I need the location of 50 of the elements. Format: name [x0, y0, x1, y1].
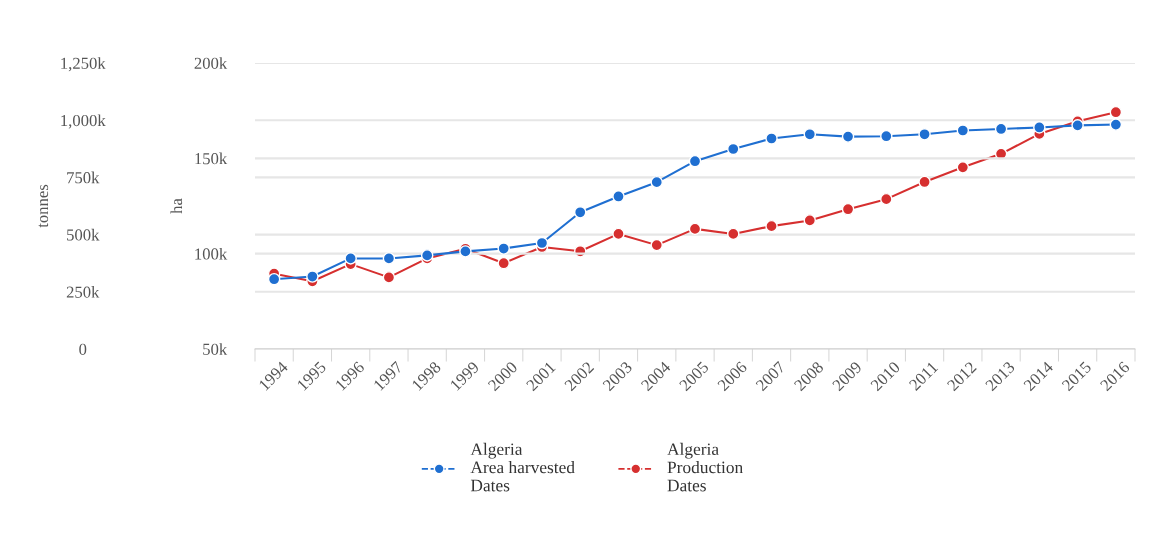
y-tick-label: 100k	[195, 247, 228, 260]
point	[918, 128, 931, 141]
y3-tick-label: 500k	[67, 228, 100, 241]
point	[650, 238, 663, 252]
y-tick-label: 200k	[194, 57, 228, 69]
point	[573, 206, 587, 219]
point	[880, 192, 893, 206]
point	[650, 175, 663, 189]
point	[612, 190, 625, 203]
y3-tick-label: 1,250k	[61, 57, 106, 72]
point	[344, 252, 357, 265]
point	[306, 270, 319, 283]
legend-label: Algeria Area harvested Dates	[470, 442, 575, 492]
point	[803, 214, 817, 227]
y-axis-title: ha	[170, 198, 183, 214]
x-tick-label: 2011	[908, 361, 939, 392]
x-tick-label: 2001	[525, 361, 556, 392]
point	[267, 272, 281, 286]
point	[497, 242, 510, 255]
point	[382, 271, 396, 284]
point	[841, 130, 855, 143]
point	[382, 252, 396, 265]
y3-tick-label: 1,000k	[61, 114, 106, 129]
point	[765, 132, 778, 145]
point	[535, 236, 549, 250]
point	[994, 122, 1008, 136]
point	[803, 128, 817, 141]
point	[688, 154, 702, 168]
point	[1033, 121, 1046, 134]
y3-axis-title: tonnes	[38, 184, 49, 228]
point	[1109, 105, 1123, 119]
point	[880, 129, 893, 143]
y3-tick-label: 250k	[66, 286, 100, 298]
point	[1071, 119, 1084, 132]
y-tick-label: 50k	[203, 343, 228, 355]
point	[918, 175, 931, 189]
point	[841, 202, 855, 216]
legend-label: Algeria Production Dates	[667, 442, 743, 492]
point	[727, 142, 740, 156]
y3-tick-label: 750k	[67, 171, 100, 184]
y3-tick-label: 0	[79, 343, 87, 355]
point	[956, 161, 970, 174]
point	[956, 124, 970, 137]
point	[765, 219, 778, 233]
point	[727, 227, 740, 241]
y-tick-label: 150k	[195, 152, 228, 165]
point	[688, 222, 702, 236]
point	[1109, 118, 1123, 131]
point	[497, 256, 510, 270]
point	[612, 227, 625, 241]
